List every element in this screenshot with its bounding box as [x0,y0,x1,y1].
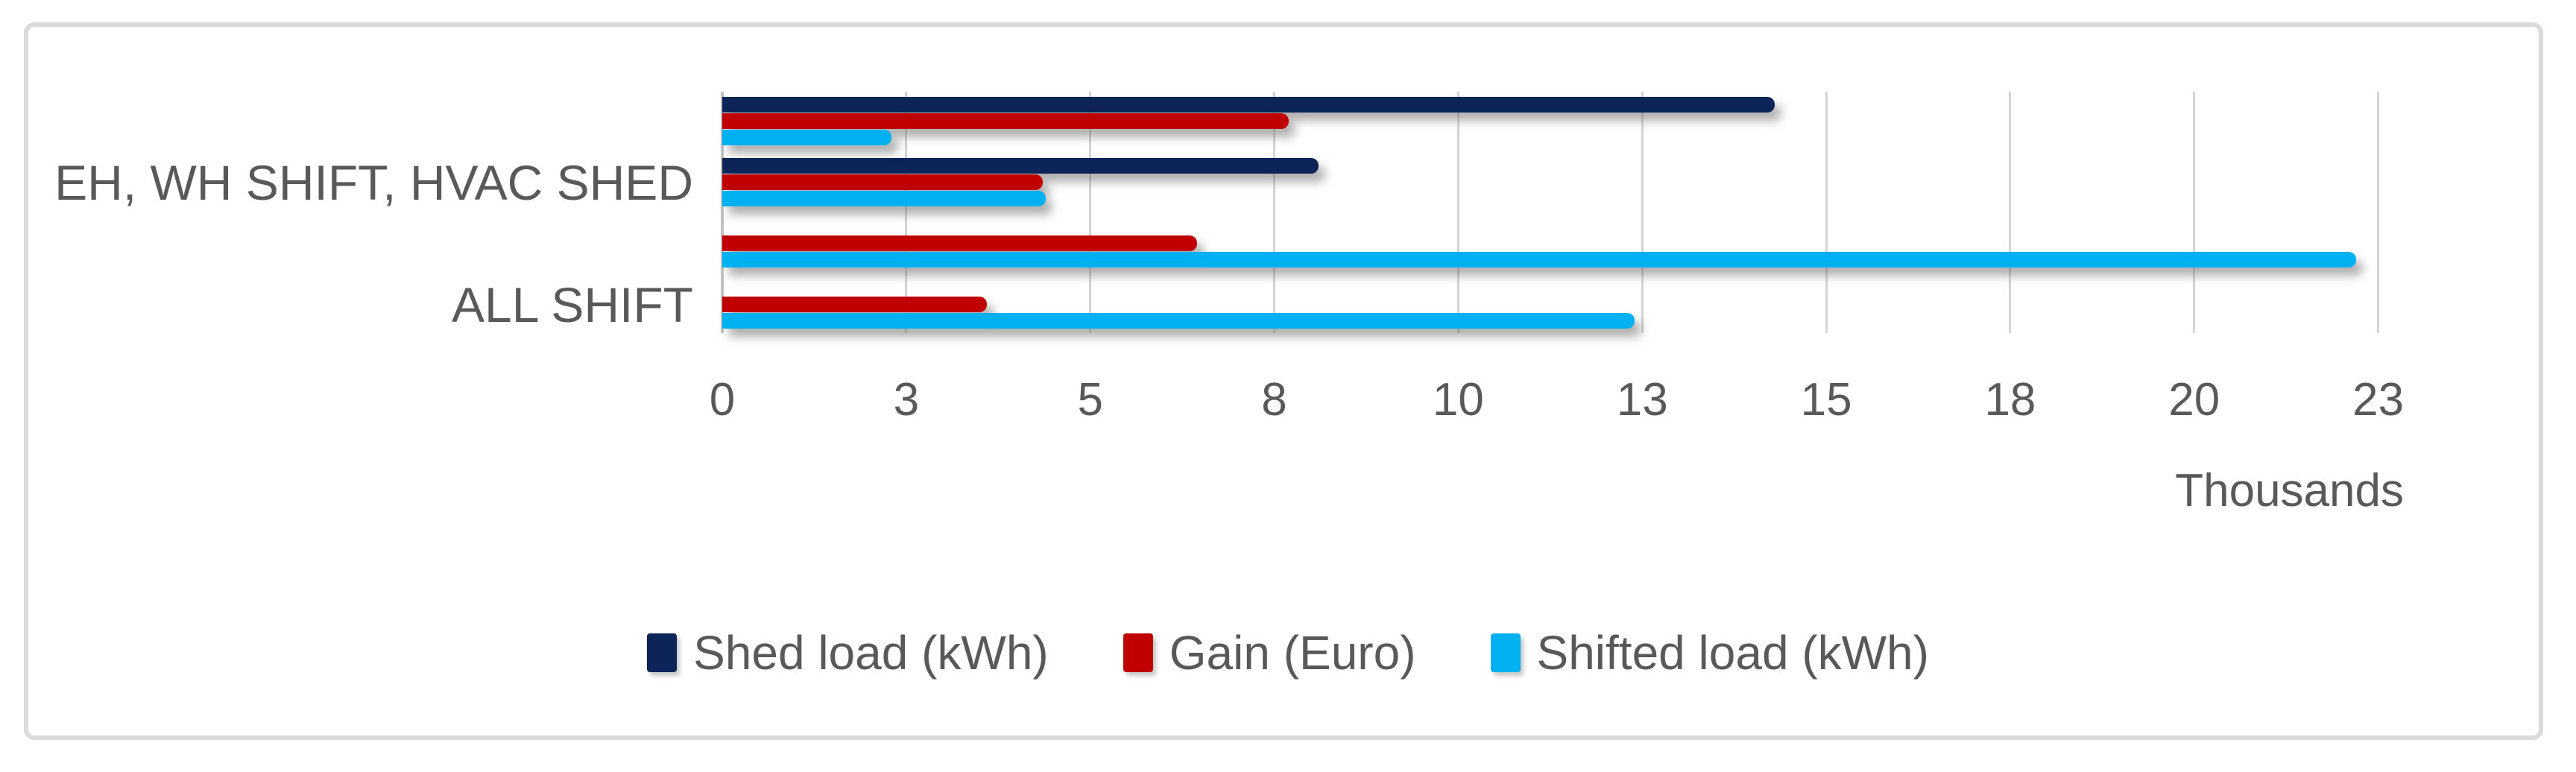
gridline [1641,92,1644,333]
tick-label-5: 5 [1077,374,1103,425]
tick-label-15: 15 [1800,374,1852,425]
plot-area [721,92,2415,333]
bar-gain-euro-cluster-3 [722,297,988,312]
tick-label-18: 18 [1984,374,2036,425]
legend: Shed load (kWh) Gain (Euro) Shifted load (… [0,626,2576,680]
legend-marker-icon [647,633,678,672]
legend-label: Shifted load (kWh) [1536,626,1929,680]
category-axis-line [721,92,724,333]
bar-shed-load-kwh-cluster-0 [722,97,1775,113]
tick-label-20: 20 [2168,374,2220,425]
legend-item: Shifted load (kWh) [1490,626,1929,680]
bar-shifted-load-kwh-cluster-2 [722,252,2356,268]
gridline [905,92,908,333]
legend-marker-icon [1123,633,1153,672]
tick-label-3: 3 [893,374,920,425]
gridline [1273,92,1276,333]
bar-shifted-load-kwh-cluster-0 [722,130,892,145]
legend-item: Gain (Euro) [1123,629,1416,677]
gridline [2009,92,2012,333]
bar-gain-euro-cluster-2 [722,235,1197,251]
category-label: ALL SHIFT [452,276,693,332]
gridline [1456,92,1459,333]
tick-label-8: 8 [1261,374,1287,425]
gridline [2193,92,2196,333]
tick-label-23: 23 [2352,374,2405,425]
legend-marker-icon [1490,633,1521,672]
tick-label-0: 0 [709,374,736,425]
tick-label-13: 13 [1616,374,1668,425]
bar-shed-load-kwh-cluster-1 [722,158,1319,174]
bar-gain-euro-cluster-0 [722,113,1289,129]
bar-gain-euro-cluster-1 [722,174,1043,190]
gridline [2377,92,2380,333]
axis-units-label: Thousands [2175,465,2404,516]
gridline [1825,92,1828,333]
bar-shifted-load-kwh-cluster-3 [722,313,1635,329]
bar-shifted-load-kwh-cluster-1 [722,191,1046,206]
gridline [1089,92,1092,333]
category-label: EH, WH SHIFT, HVAC SHED [54,154,693,210]
legend-label: Gain (Euro) [1169,626,1416,680]
tick-label-10: 10 [1432,374,1484,425]
legend-item: Shed load (kWh) [647,629,1049,677]
legend-label: Shed load (kWh) [693,626,1049,680]
chart-border [24,22,2543,740]
